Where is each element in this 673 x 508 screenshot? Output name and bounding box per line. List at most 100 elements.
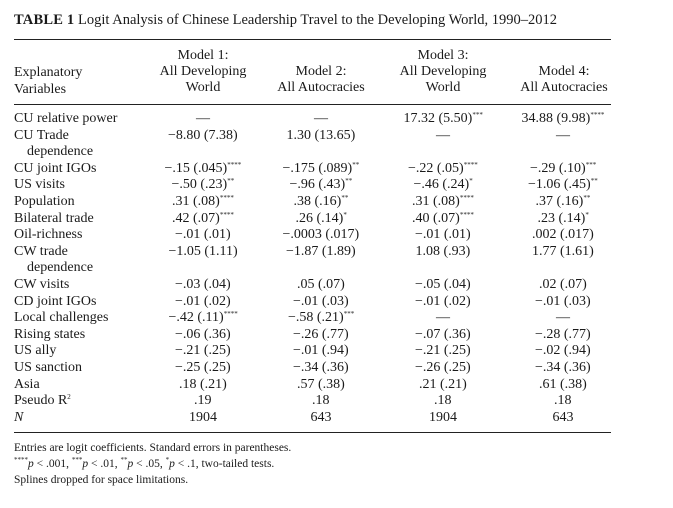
- row-label: Asia: [14, 377, 40, 393]
- column-header-line: Model 3:: [417, 48, 469, 63]
- table-cell: .18: [312, 393, 330, 409]
- column-header-line: Model 2:: [295, 64, 347, 79]
- cell-value: −.50 (.23): [171, 177, 228, 193]
- row-label: CU joint IGOs: [14, 161, 96, 177]
- table-number: TABLE 1: [14, 12, 75, 28]
- cell-value: −.28 (.77): [535, 326, 591, 342]
- table-cell: .05 (.07): [297, 277, 345, 293]
- row-label-text: Bilateral trade: [14, 210, 94, 226]
- column-header-line: Model 1:: [177, 48, 229, 63]
- table-cell: 1904: [429, 410, 457, 426]
- significance-stars: **: [227, 177, 235, 186]
- column-header-line: World: [185, 80, 221, 95]
- table-cell: −.01 (.03): [535, 294, 591, 310]
- cell-value: −.29 (.10): [530, 160, 586, 176]
- cell-value: .31 (.08): [172, 194, 220, 209]
- cell-value: 1904: [189, 409, 217, 425]
- cell-value: −.01 (.03): [293, 293, 349, 309]
- sig-stars: ****: [14, 456, 28, 464]
- cell-value: .38 (.16): [293, 194, 342, 209]
- row-label-text: Rising states: [14, 326, 86, 342]
- table-cell: −.06 (.36): [175, 327, 231, 343]
- sig-stars: **: [120, 456, 128, 464]
- column-header-line: All Developing: [159, 64, 247, 79]
- cell-value: 17.32 (5.50): [403, 111, 473, 126]
- significance-stars: ****: [463, 160, 478, 169]
- row-label: CW trade: [14, 244, 68, 260]
- table-cell: −.21 (.25): [415, 343, 471, 359]
- significance-stars: ****: [227, 160, 242, 169]
- table-cell: −.15 (.045)****: [165, 161, 242, 177]
- row-label: Population: [14, 194, 75, 210]
- table-cell: −.46 (.24)*: [414, 177, 473, 193]
- cell-value: −8.80 (7.38): [168, 127, 238, 143]
- table-cell: .21 (.21): [419, 377, 467, 393]
- cell-value: 1.08 (.93): [415, 243, 471, 259]
- footnote-splines: Splines dropped for space limitations.: [14, 474, 189, 486]
- cell-value: −.22 (.05): [408, 160, 464, 176]
- column-header-line: All Developing: [399, 64, 487, 79]
- cell-value: 643: [310, 409, 332, 425]
- cell-value: —: [436, 310, 450, 326]
- row-label: Bilateral trade: [14, 211, 94, 227]
- cell-value: .23 (.14): [537, 210, 586, 226]
- cell-value: −.42 (.11): [168, 310, 224, 326]
- cell-value: −1.87 (1.89): [286, 243, 356, 259]
- table-cell: −.01 (.02): [175, 294, 231, 310]
- significance-stars: ****: [219, 210, 234, 219]
- table-cell: −.26 (.77): [293, 327, 349, 343]
- table-cell: 643: [311, 410, 332, 426]
- cell-value: —: [196, 111, 210, 126]
- table-cell: −.01 (.01): [415, 227, 471, 243]
- sig-threshold: < .01,: [88, 458, 121, 470]
- row-label: CD joint IGOs: [14, 294, 96, 310]
- significance-stars: ****: [459, 194, 474, 202]
- cell-value: .002 (.017): [532, 227, 594, 243]
- cell-value: −.01 (.01): [175, 227, 231, 243]
- significance-stars: ***: [343, 310, 355, 319]
- cell-value: −.26 (.77): [293, 326, 349, 342]
- table-cell: −.29 (.10)***: [530, 161, 596, 177]
- cell-value: −.58 (.21): [288, 310, 344, 326]
- cell-value: −.01 (.01): [415, 227, 471, 243]
- sig-threshold: < .05,: [133, 458, 166, 470]
- significance-stars: **: [590, 177, 598, 186]
- table-cell: −.03 (.04): [175, 277, 231, 293]
- table-cell: .61 (.38): [539, 377, 587, 393]
- row-label-text: CW trade: [14, 243, 68, 259]
- row-label: Rising states: [14, 327, 85, 343]
- table-cell: —: [556, 128, 570, 144]
- table-cell: .37 (.16)**: [536, 194, 591, 210]
- row-label-text: Oil-richness: [14, 227, 83, 243]
- significance-stars: **: [583, 194, 591, 202]
- table-cell: −1.06 (.45)**: [528, 177, 598, 193]
- cell-value: —: [556, 310, 570, 326]
- cell-value: −1.06 (.45): [528, 177, 591, 193]
- cell-value: —: [436, 127, 450, 143]
- sig-p: p: [82, 458, 89, 470]
- table-cell: −.01 (.02): [415, 294, 471, 310]
- table-cell: .31 (.08)****: [172, 194, 234, 210]
- row-label-text: CW visits: [14, 277, 70, 292]
- table-cell: −1.87 (1.89): [286, 244, 356, 260]
- table-cell: .40 (.07)****: [412, 211, 474, 227]
- sig-stars: *: [165, 456, 170, 464]
- table-cell: −.175 (.089)**: [283, 161, 360, 177]
- table-cell: .42 (.07)****: [172, 211, 234, 227]
- table-cell: −.07 (.36): [415, 327, 471, 343]
- significance-stars: **: [341, 194, 349, 202]
- stub-header-line: Variables: [14, 81, 67, 97]
- row-label-continuation: dependence: [27, 144, 94, 160]
- row-label-text: US ally: [14, 343, 57, 359]
- cell-value: .40 (.07): [412, 210, 460, 226]
- table-cell: —: [196, 111, 210, 127]
- table-cell: .002 (.017): [532, 227, 594, 243]
- table-cell: 17.32 (5.50)***: [404, 111, 483, 127]
- table-cell: 1.30 (13.65): [287, 128, 356, 144]
- column-header-model-2: Model 2: All Autocracies: [256, 64, 386, 96]
- table-cell: −1.05 (1.11): [169, 244, 238, 260]
- bottom-rule: [14, 432, 611, 433]
- row-label: Pseudo R2: [14, 393, 71, 409]
- cell-value: .21 (.21): [419, 376, 467, 392]
- cell-value: 34.88 (9.98): [521, 111, 591, 126]
